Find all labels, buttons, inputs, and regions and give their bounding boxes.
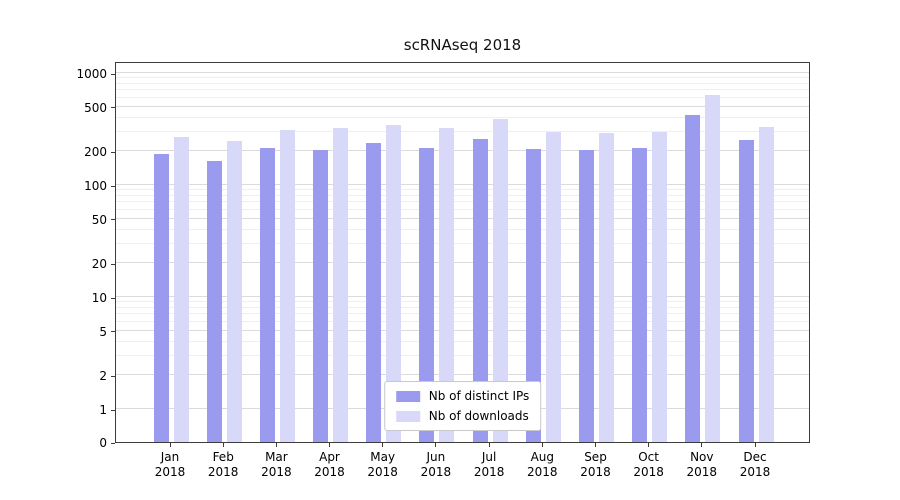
x-tick-mark [169,443,171,447]
x-tick-label: Oct 2018 [633,450,664,479]
minor-gridline [116,82,809,84]
y-tick-label: 5 [99,324,107,339]
y-tick-label: 2 [99,369,107,384]
minor-gridline [116,77,809,79]
minor-gridline [116,189,809,191]
y-tick-label: 20 [91,257,107,272]
bar-distinct-ips [632,147,648,442]
legend-item-distinct-ips: Nb of distinct IPs [395,389,530,403]
bar-distinct-ips [153,153,169,442]
x-tick-label: Mar 2018 [261,450,292,479]
bar-downloads [545,131,561,442]
x-tick-mark [382,443,384,447]
minor-gridline [116,116,809,118]
bar-distinct-ips [366,143,382,442]
x-tick-label: Jan 2018 [154,450,186,479]
major-gridline [116,150,809,152]
minor-gridline [116,301,809,303]
x-tick-label: Aug 2018 [527,450,558,479]
bar-downloads [386,124,402,442]
y-tick-label: 100 [84,179,107,193]
x-tick-mark [488,443,490,447]
major-gridline [116,262,809,264]
bar-downloads [439,128,455,442]
minor-gridline [116,89,809,91]
legend-label-distinct-ips: Nb of distinct IPs [428,389,530,403]
x-tick-label: Nov 2018 [686,450,718,479]
bar-downloads [599,133,614,442]
minor-gridline [116,320,809,322]
bar-downloads [226,141,242,442]
y-tick-label: 1000 [76,67,107,81]
major-gridline [116,374,809,376]
legend-swatch-downloads [395,410,420,422]
x-tick-mark [435,443,437,447]
y-tick-label: 200 [84,145,107,160]
x-tick-label: Feb 2018 [207,450,239,479]
bar-downloads [173,136,189,442]
x-tick-mark [275,443,277,447]
bar-distinct-ips [738,140,754,442]
legend-swatch-distinct-ips [395,390,420,402]
major-gridline [116,184,809,185]
x-tick-label: Sep 2018 [580,450,611,479]
x-tick-mark [541,443,543,447]
minor-gridline [116,313,809,315]
minor-gridline [116,228,809,230]
x-tick-label: Jul 2018 [473,450,505,479]
legend-item-downloads: Nb of downloads [395,409,530,423]
major-gridline [116,217,809,219]
x-tick-mark [595,443,596,447]
minor-gridline [116,96,809,98]
minor-gridline [116,306,809,308]
y-tick-label: 0 [99,436,107,450]
x-tick-mark [701,443,703,447]
major-gridline [116,329,809,331]
bar-downloads [652,131,668,442]
minor-gridline [116,208,809,210]
minor-gridline [116,130,809,132]
bar-distinct-ips [685,115,701,442]
y-tick-label: 1 [99,403,107,417]
x-tick-mark [648,443,650,447]
bar-downloads [705,94,721,442]
x-tick-label: Jun 2018 [420,450,452,479]
y-tick-label: 10 [91,291,107,305]
bar-distinct-ips [472,138,488,442]
minor-gridline [116,194,809,196]
legend-label-downloads: Nb of downloads [428,409,529,423]
bar-downloads [758,126,774,442]
major-gridline [116,296,809,297]
major-gridline [116,105,809,107]
x-tick-mark [329,443,330,447]
chart-title: scRNAseq 2018 [403,36,522,54]
bar-downloads [279,130,295,442]
y-tick-label: 50 [91,212,107,227]
minor-gridline [116,354,809,356]
bar-distinct-ips [525,148,541,442]
bar-distinct-ips [579,150,594,442]
legend: Nb of distinct IPs Nb of downloads [383,381,542,431]
x-tick-label: May 2018 [367,450,398,479]
x-tick-label: Dec 2018 [739,450,771,479]
x-tick-mark [222,443,224,447]
bar-distinct-ips [259,147,275,442]
y-tick-label: 500 [84,100,107,115]
bar-distinct-ips [206,160,222,442]
major-gridline [116,72,809,73]
minor-gridline [116,340,809,342]
bar-distinct-ips [419,147,435,442]
bar-downloads [333,128,348,442]
minor-gridline [116,242,809,244]
bar-downloads [492,118,508,442]
plot-area: Nb of distinct IPs Nb of downloads [115,62,810,443]
bar-distinct-ips [313,150,328,442]
x-tick-label: Apr 2018 [314,450,345,479]
x-tick-mark [754,443,756,447]
minor-gridline [116,201,809,203]
